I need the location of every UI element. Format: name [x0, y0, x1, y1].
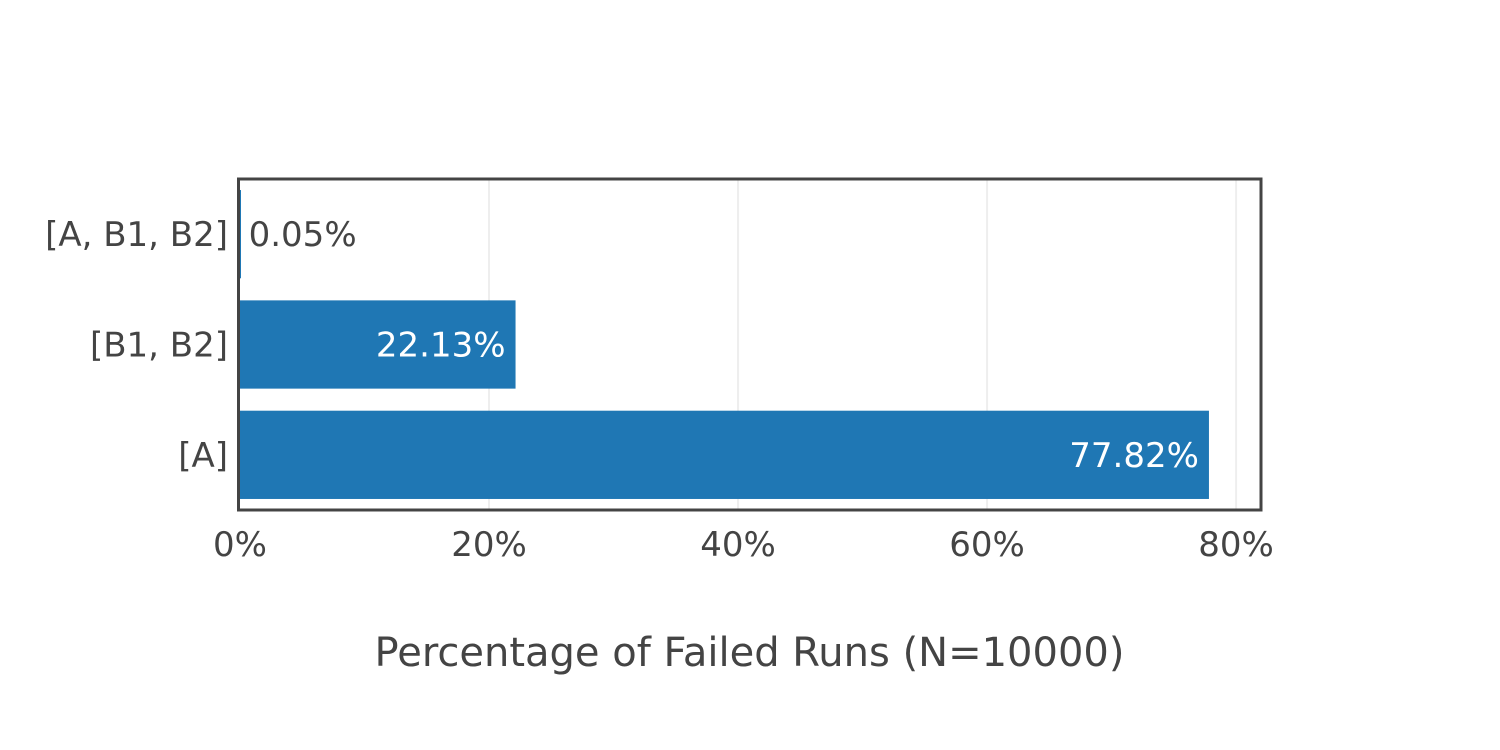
x-axis-tick-label: 0%: [213, 525, 267, 565]
bar-data-label: 0.05%: [249, 215, 357, 255]
x-axis-tick-label: 60%: [949, 525, 1025, 565]
plot-frame: [237, 177, 1263, 512]
bar: [240, 410, 1209, 499]
y-axis-tick-label: [B1, B2]: [90, 326, 228, 366]
bar-data-label: 22.13%: [376, 326, 506, 366]
bar: [240, 190, 241, 279]
bar: [240, 300, 516, 389]
x-axis-tick-label: 20%: [451, 525, 527, 565]
x-axis-tick-labels: 0% 20% 40% 60% 80%: [213, 525, 1274, 565]
y-axis-tick-label: [A]: [178, 436, 228, 476]
x-axis-tick-label: 80%: [1198, 525, 1274, 565]
data-labels: 77.82% 22.13% 0.05%: [249, 215, 1199, 476]
x-axis-tick-label: 40%: [700, 525, 776, 565]
bars: [240, 190, 1209, 499]
y-axis-tick-label: [A, B1, B2]: [45, 215, 228, 255]
x-axis-title: Percentage of Failed Runs (N=10000): [375, 630, 1125, 676]
y-axis-tick-labels: [A] [B1, B2] [A, B1, B2]: [45, 215, 228, 476]
bar-data-label: 77.82%: [1069, 436, 1199, 476]
